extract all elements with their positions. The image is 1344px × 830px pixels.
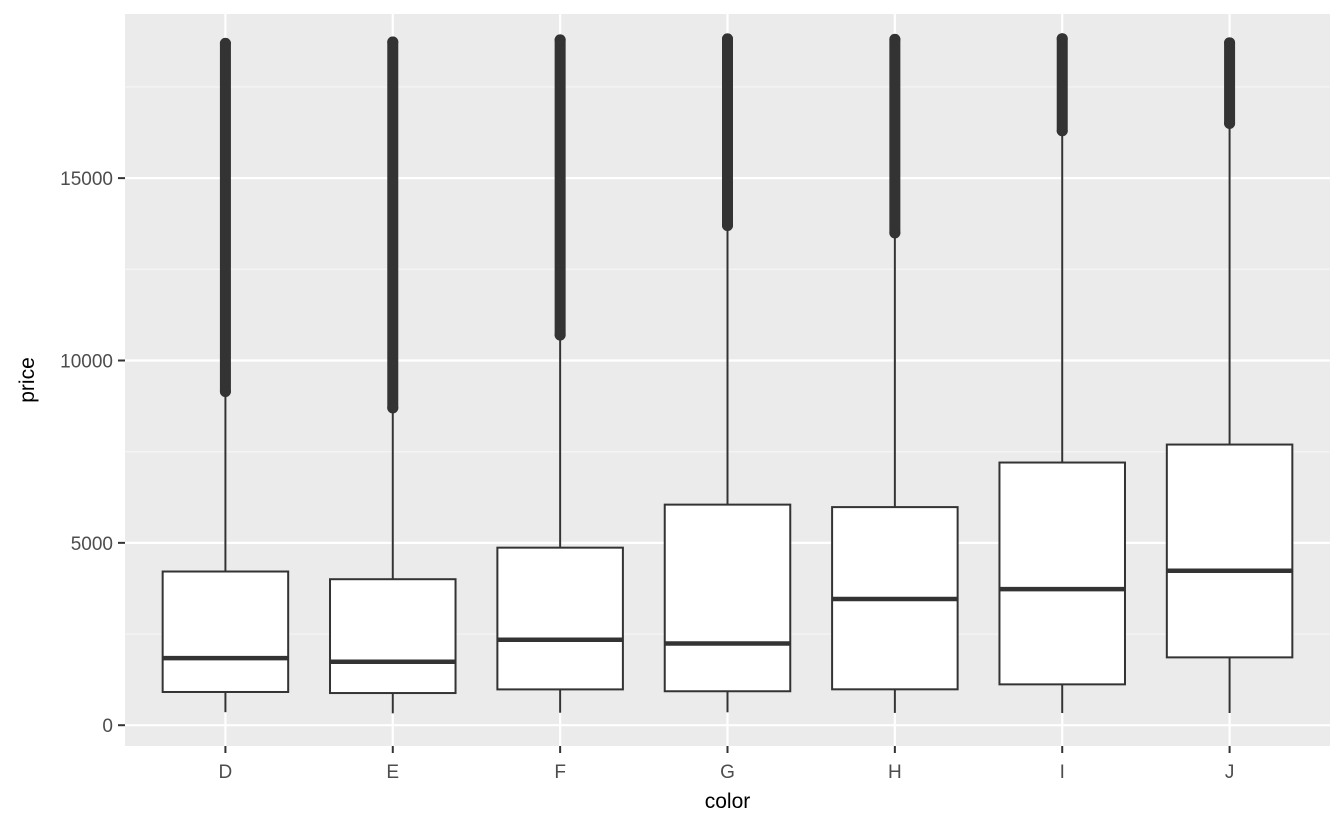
outlier-point bbox=[219, 385, 231, 397]
outliers-H bbox=[889, 33, 901, 239]
outlier-point bbox=[722, 220, 733, 232]
outliers-F bbox=[554, 34, 566, 341]
outlier-point bbox=[219, 37, 231, 49]
outliers-J bbox=[1224, 37, 1236, 129]
y-axis: 0 5000 10000 15000 bbox=[60, 169, 125, 737]
x-tick-label: J bbox=[1225, 762, 1235, 783]
outlier-point bbox=[889, 227, 901, 239]
outlier-point bbox=[722, 33, 733, 45]
box-iqr bbox=[663, 503, 792, 693]
box-G bbox=[663, 33, 792, 713]
box-iqr bbox=[1165, 443, 1294, 659]
y-tick-label: 10000 bbox=[60, 351, 113, 372]
x-tick-label: G bbox=[720, 762, 735, 783]
box-J bbox=[1165, 37, 1294, 713]
box-F bbox=[496, 34, 624, 713]
outlier-point bbox=[1056, 33, 1068, 45]
outlier-point bbox=[554, 329, 566, 341]
outlier-point bbox=[889, 33, 901, 45]
outliers-E bbox=[387, 36, 399, 414]
x-tick-label: F bbox=[554, 762, 566, 783]
x-tick-label: E bbox=[386, 762, 399, 783]
outlier-point bbox=[387, 36, 399, 48]
x-tick-label: H bbox=[888, 762, 902, 783]
outlier-point bbox=[1056, 125, 1068, 137]
box-D bbox=[161, 37, 290, 713]
box-E bbox=[329, 36, 457, 714]
x-tick-label: D bbox=[219, 762, 233, 783]
x-axis: D E F G H I J bbox=[219, 746, 1235, 783]
x-tick-label: I bbox=[1060, 762, 1065, 783]
box-iqr bbox=[496, 546, 624, 691]
outlier-point bbox=[1224, 117, 1236, 129]
box-iqr bbox=[161, 570, 290, 693]
outlier-point bbox=[387, 402, 399, 414]
outliers-G bbox=[722, 33, 733, 232]
y-tick-label: 15000 bbox=[60, 169, 113, 190]
outliers-I bbox=[1056, 33, 1068, 137]
box-series bbox=[161, 33, 1294, 714]
y-tick-label: 0 bbox=[102, 716, 113, 737]
y-tick-label: 5000 bbox=[71, 534, 113, 555]
y-axis-title: price bbox=[16, 357, 39, 403]
box-iqr bbox=[329, 578, 457, 695]
box-I bbox=[998, 33, 1126, 714]
outlier-point bbox=[1224, 37, 1236, 49]
x-axis-title: color bbox=[705, 790, 751, 813]
box-H bbox=[831, 33, 959, 713]
outliers-D bbox=[219, 37, 231, 397]
box-iqr bbox=[998, 461, 1126, 686]
outlier-point bbox=[554, 34, 566, 46]
